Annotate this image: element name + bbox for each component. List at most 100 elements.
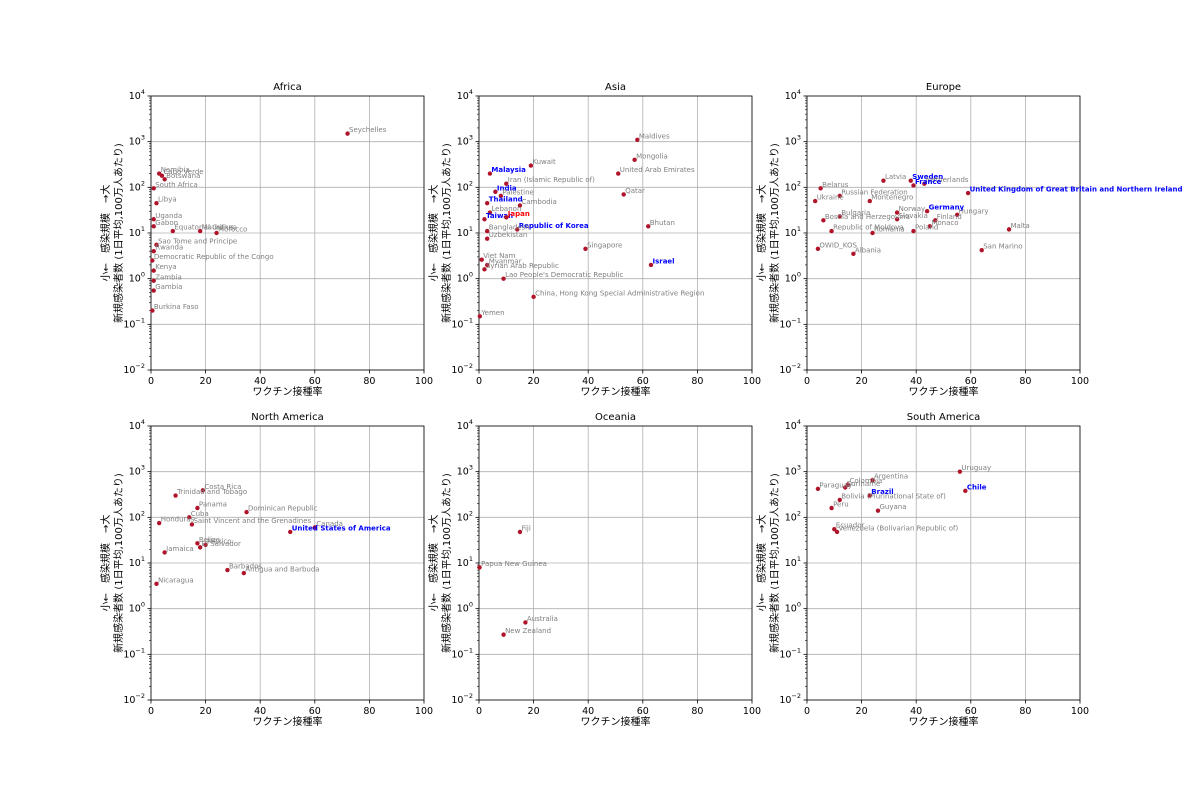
x-tick-label: 0 [804, 706, 810, 717]
point-belize [195, 541, 200, 546]
point-zambia [151, 278, 156, 283]
point-label-israel: Israel [652, 257, 674, 265]
point-label-botswana: Botswana [166, 172, 200, 180]
point-label-singapore: Singapore [587, 241, 622, 249]
point-belarus [818, 186, 823, 191]
point-label-paraguay: Paraguay [819, 481, 852, 489]
point-sao-tome-and-principe [154, 242, 159, 248]
x-tick-label: 40 [582, 376, 594, 387]
point-label-syrian-arab-republic: Syrian Arab Republic [486, 262, 559, 270]
point-label-papua-new-guinea: Papua New Guinea [481, 560, 547, 568]
point-cambodia [517, 203, 523, 208]
point-monaco [927, 224, 933, 229]
point-label-bhutan: Bhutan [650, 219, 675, 227]
x-tick-label: 100 [1071, 376, 1089, 387]
point-label-albania: Albania [855, 246, 881, 254]
point-mongolia [632, 157, 637, 163]
point-label-costa-rica: Costa Rica [204, 483, 241, 491]
point-peru [829, 505, 834, 511]
point-rwanda [151, 248, 156, 254]
y-axis-label-scale: 小← 感染規模 →大 [99, 515, 112, 612]
point-myanmar [484, 262, 490, 268]
point-gabon [151, 224, 156, 229]
point-yemen [477, 314, 483, 319]
x-tick-label: 60 [309, 706, 321, 717]
x-tick-label: 80 [363, 706, 375, 717]
point-mexico [203, 542, 208, 548]
point-label-russian-federation: Russian Federation [841, 188, 907, 196]
point-label-malaysia: Malaysia [491, 166, 526, 174]
point-label-bolivia-plurinational-state-of: Bolivia (Plurinational State of) [841, 492, 946, 500]
x-tick-label: 100 [1071, 706, 1089, 717]
y-tick-label: 104 [785, 88, 801, 102]
point-romania [870, 230, 875, 236]
y-tick-label: 102 [457, 179, 473, 193]
y-tick-label: 103 [457, 134, 473, 148]
point-suriname [843, 485, 848, 490]
point-label-malta: Malta [1011, 222, 1030, 230]
point-lebanon [487, 210, 493, 215]
point-bosnia-and-herzegovina [821, 218, 826, 223]
y-tick-label: 10−2 [123, 692, 145, 706]
point-label-rwanda: Rwanda [155, 244, 183, 252]
point-taiwan [482, 217, 487, 222]
point-australia [523, 620, 528, 625]
y-axis-label-scale: 小← 感染規模 →大 [427, 185, 440, 282]
point-netherlands [922, 181, 927, 186]
point-new-zealand [501, 632, 506, 637]
x-tick-label: 80 [691, 706, 703, 717]
point-el-salvador [197, 545, 203, 550]
point-label-guyana: Guyana [879, 503, 906, 511]
point-kenya [151, 268, 156, 273]
y-tick-label: 102 [785, 509, 801, 523]
point-papua-new-guinea [477, 565, 482, 570]
y-tick-label: 104 [457, 418, 473, 432]
point-label-china-hong-kong-special-administrative-region: China, Hong Kong Special Administrative … [535, 289, 704, 297]
point-montenegro [867, 198, 872, 204]
point-label-libya: Libya [158, 196, 177, 204]
point-argentina [870, 478, 875, 483]
y-tick-label: 104 [129, 88, 145, 102]
point-san-marino [979, 248, 984, 253]
point-label-republic-of-moldova: Republic of Moldova [833, 224, 904, 232]
point-colombia [845, 482, 851, 487]
y-tick-label: 10−1 [123, 316, 145, 330]
point-label-dominican-republic: Dominican Republic [248, 505, 318, 513]
x-tick-label: 80 [363, 376, 375, 387]
point-brazil [867, 493, 872, 498]
point-label-australia: Australia [527, 615, 558, 623]
point-seychelles [345, 131, 350, 136]
y-axis-label-metric: 新規感染者数 (1日平均,100万人あたり) [112, 143, 125, 323]
x-tick-label: 20 [200, 376, 212, 387]
point-democratic-republic-of-the-congo [150, 258, 155, 263]
point-cuba [187, 515, 192, 520]
x-axis-label: ワクチン接種率 [581, 385, 651, 398]
point-label-japan: Japan [507, 210, 530, 218]
y-tick-label: 103 [129, 464, 145, 478]
point-united-kingdom-of-great-britain-and-northern-ireland [965, 190, 971, 196]
point-syrian-arab-republic [482, 267, 487, 272]
y-tick-label: 100 [785, 271, 801, 285]
point-label-democratic-republic-of-the-congo: Democratic Republic of the Congo [154, 253, 274, 261]
point-label-uganda: Uganda [155, 212, 182, 220]
point-label-belarus: Belarus [822, 181, 849, 189]
point-nicaragua [154, 581, 159, 587]
point-label-barbados: Barbados [229, 563, 262, 571]
panel-title: North America [251, 412, 323, 423]
point-label-seychelles: Seychelles [349, 126, 387, 134]
point-label-finland: Finland [937, 213, 962, 221]
x-axis-label: ワクチン接種率 [581, 715, 651, 728]
point-label-latvia: Latvia [885, 173, 906, 181]
point-label-sweden: Sweden [912, 173, 943, 181]
y-tick-label: 10−1 [779, 316, 801, 330]
point-label-morocco: Morocco [218, 226, 247, 234]
x-tick-label: 100 [743, 376, 761, 387]
point-dominican-republic [244, 509, 249, 515]
point-label-trinidad-and-tobago: Trinidad and Tobago [176, 488, 247, 496]
x-tick-label: 0 [804, 376, 810, 387]
x-tick-label: 40 [910, 706, 922, 717]
point-hungary [954, 212, 960, 218]
point-jamaica [162, 550, 167, 555]
point-uganda [151, 217, 156, 222]
point-bangladesh [484, 228, 490, 234]
